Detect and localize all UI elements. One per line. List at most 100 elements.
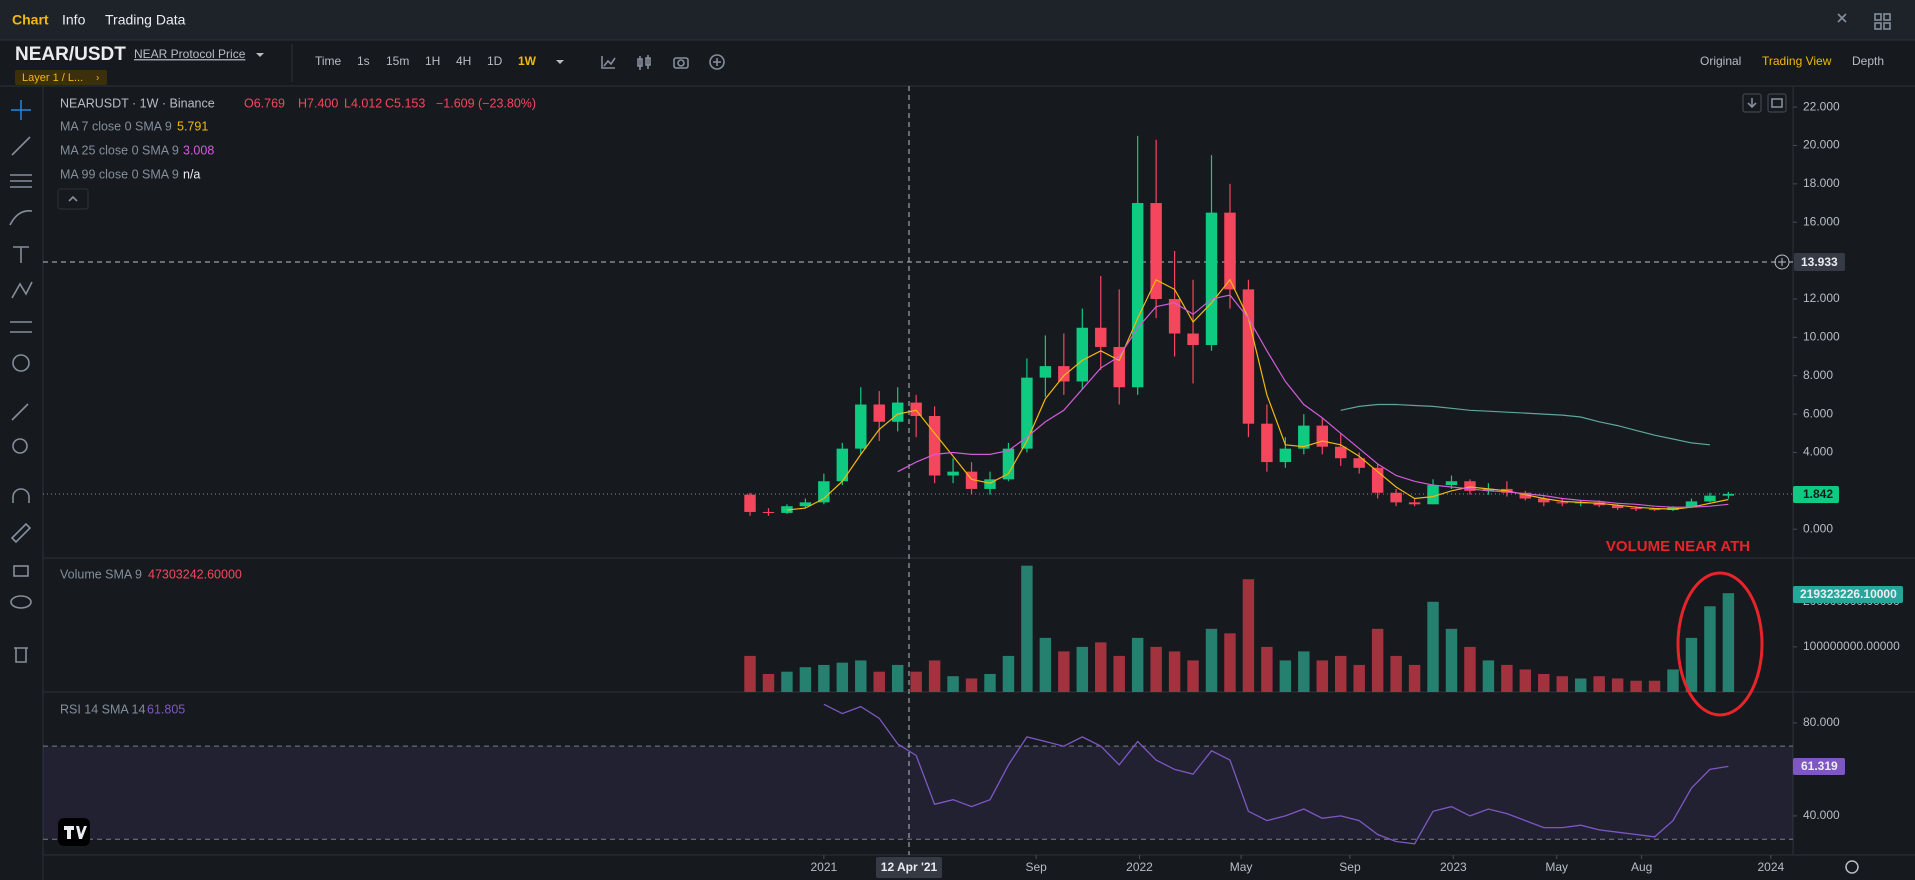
candle-body <box>1611 505 1624 509</box>
emoji-tool[interactable] <box>12 354 30 372</box>
volume-bar <box>965 678 978 692</box>
volume-bar <box>1593 676 1605 692</box>
reset-button[interactable] <box>1767 93 1787 113</box>
dropdown-arrow[interactable] <box>556 60 564 64</box>
candle-body <box>1058 366 1070 382</box>
symbol-link[interactable]: NEAR Protocol Price <box>134 47 246 61</box>
volume-bar <box>873 671 885 692</box>
volume-bar <box>781 671 793 692</box>
indicator-icon[interactable] <box>601 56 616 69</box>
tab[interactable]: Info <box>62 12 86 28</box>
candle-body <box>928 416 941 476</box>
trash-tool[interactable] <box>14 647 28 663</box>
x-tick-label: Sep <box>1339 860 1361 874</box>
fib-tool[interactable] <box>10 174 32 188</box>
volume-bar <box>1187 660 1199 692</box>
text-tool[interactable] <box>13 246 29 263</box>
line-tool[interactable] <box>11 136 31 156</box>
legend-low: L4.012 <box>344 96 382 110</box>
annotation: VOLUME NEAR ATH <box>1606 538 1750 555</box>
brush-tool[interactable] <box>9 209 33 226</box>
candle-body <box>744 494 756 512</box>
price-tick-label: 4.000 <box>1803 445 1833 459</box>
prediction-tool[interactable] <box>10 321 32 333</box>
candle-body <box>947 471 959 476</box>
camera-lens <box>677 59 685 67</box>
candle-body <box>1445 481 1458 486</box>
volume-tick-label: 100000000.00000 <box>1803 639 1900 653</box>
scroll-icon <box>1747 98 1757 109</box>
pattern-tool[interactable] <box>11 281 33 299</box>
interval[interactable]: 1H <box>425 54 440 68</box>
view-option[interactable]: Original <box>1700 54 1741 68</box>
add-icon-plus <box>713 58 721 66</box>
icon[interactable] <box>1837 13 1847 23</box>
volume-bar <box>1611 678 1624 692</box>
icon[interactable] <box>1874 13 1882 21</box>
lock-tool[interactable] <box>13 565 29 577</box>
interval[interactable]: Time <box>315 54 342 68</box>
candle-body <box>1113 346 1125 388</box>
lock-draw-tool[interactable] <box>10 522 32 544</box>
legend-symbol: NEARUSDT · 1W · Binance <box>60 96 215 110</box>
tab[interactable]: Trading Data <box>105 12 186 28</box>
scroll-button[interactable] <box>1742 93 1762 113</box>
volume-bar <box>1168 651 1181 692</box>
interval[interactable]: 1W <box>518 54 537 68</box>
volume-bar <box>1021 565 1033 692</box>
moving-average <box>897 294 1729 508</box>
tag-box[interactable] <box>15 70 107 85</box>
window-icons[interactable] <box>1837 13 1891 30</box>
add-alert[interactable] <box>1774 254 1790 270</box>
candle-body <box>1538 498 1550 503</box>
view-option[interactable]: Depth <box>1852 54 1884 68</box>
add-icon[interactable] <box>709 54 725 70</box>
tradingview-logo[interactable] <box>58 818 90 846</box>
candle-body <box>1224 212 1236 290</box>
collapse-button[interactable] <box>57 188 89 210</box>
ruler-tool[interactable] <box>11 403 29 421</box>
crosshair-tool[interactable] <box>11 100 31 120</box>
candle-body <box>1316 425 1328 447</box>
zoom-tool[interactable] <box>12 438 28 454</box>
view-option[interactable]: Trading View <box>1762 54 1832 68</box>
candle-body <box>873 404 885 422</box>
magnet-tool[interactable] <box>12 488 30 503</box>
volume-bar <box>1667 669 1679 692</box>
legend-entry: MA 7 close 0 SMA 9 <box>60 119 172 133</box>
candle-icon[interactable] <box>637 55 651 70</box>
rsi-legend-value: 61.805 <box>147 702 185 716</box>
volume-bar <box>1298 651 1310 692</box>
volume-bar <box>910 671 922 692</box>
rsi-tick-label: 40.000 <box>1803 808 1840 822</box>
interval[interactable]: 4H <box>456 54 471 68</box>
icon[interactable] <box>1874 22 1882 30</box>
camera-icon[interactable] <box>673 57 689 69</box>
volume-legend: Volume SMA 9 <box>60 567 142 581</box>
volume-bar <box>1648 680 1661 692</box>
tag[interactable]: Layer 1 / L... <box>22 72 83 84</box>
icon[interactable] <box>1883 13 1891 21</box>
tab[interactable]: Chart <box>12 12 49 28</box>
candle-body <box>1519 492 1532 499</box>
interval[interactable]: 1D <box>487 54 503 68</box>
volume-bar <box>1039 637 1052 692</box>
legend-value: n/a <box>183 167 200 181</box>
interval[interactable]: 15m <box>386 54 409 68</box>
x-tick-label: May <box>1230 860 1253 874</box>
candle-body <box>1150 203 1162 299</box>
candle-body <box>891 402 904 422</box>
eye-tool[interactable] <box>10 595 32 609</box>
volume-bar <box>1353 664 1365 692</box>
dropdown-arrow[interactable] <box>256 53 264 57</box>
settings-icon[interactable] <box>1845 860 1859 874</box>
x-tick-label: 2021 <box>811 860 838 874</box>
interval[interactable]: 1s <box>357 54 370 68</box>
candle-body <box>1722 493 1735 496</box>
legend-change: −1.609 (−23.80%) <box>436 96 536 110</box>
volume-bar <box>1371 628 1384 692</box>
icon[interactable] <box>1883 22 1891 30</box>
volume-bar <box>1058 651 1070 692</box>
candle-body <box>799 502 812 507</box>
